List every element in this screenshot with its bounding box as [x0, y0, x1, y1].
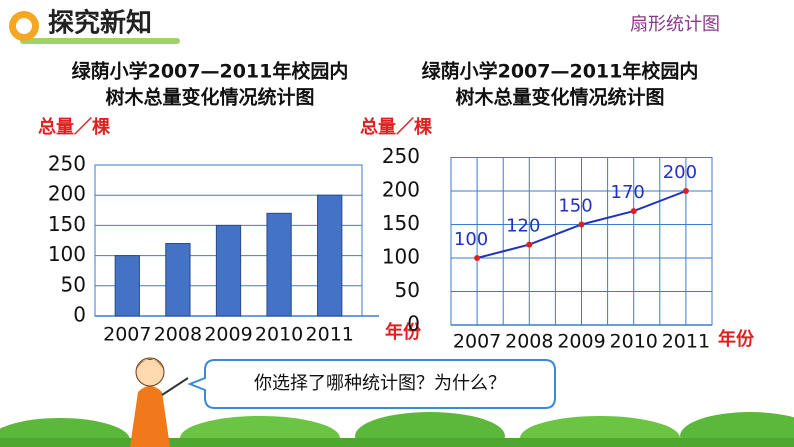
x-tick-label: 2011 [306, 324, 354, 346]
x-tick-label: 2008 [505, 331, 553, 353]
bar [266, 212, 292, 317]
value-label: 120 [506, 216, 540, 237]
x-tick-label: 2007 [103, 324, 151, 346]
teacher-body [130, 386, 170, 447]
y-tick-label: 150 [48, 212, 86, 236]
y-tick-label: 250 [382, 144, 420, 168]
chart-title: 绿荫小学2007—2011年校园内 [422, 60, 699, 83]
pointer-stick [161, 377, 189, 396]
y-tick-label: 100 [382, 245, 420, 269]
bubble-text: 你选择了哪种统计图？为什么？ [254, 373, 506, 394]
header-title: 探究新知 [48, 8, 152, 39]
point [578, 221, 585, 228]
y-tick-label: 0 [407, 312, 420, 336]
y-axis-label: 总量／棵 [360, 116, 432, 138]
x-tick-label: 2009 [557, 331, 605, 353]
x-tick-label: 2008 [154, 324, 202, 346]
chart-title: 树木总量变化情况统计图 [105, 86, 314, 109]
y-axis-label: 总量／棵 [38, 116, 110, 138]
ground [0, 438, 794, 447]
point [526, 241, 533, 248]
grass [0, 412, 794, 447]
y-tick-label: 150 [382, 211, 420, 235]
y-tick-label: 250 [48, 152, 86, 176]
teacher-head [135, 357, 165, 387]
teacher-hair [136, 359, 164, 370]
y-tick-label: 50 [61, 272, 86, 296]
point [630, 208, 637, 215]
teacher [130, 357, 189, 447]
header-link: 扇形统计图 [630, 14, 720, 35]
bar [114, 255, 140, 317]
x-tick-label: 2011 [662, 331, 710, 353]
y-tick-label: 0 [73, 303, 86, 327]
x-tick-label: 2007 [453, 331, 501, 353]
value-label: 100 [454, 229, 488, 250]
x-tick-label: 2010 [610, 331, 658, 353]
value-label: 150 [558, 196, 592, 217]
bar [317, 194, 343, 317]
x-axis-label: 年份 [718, 328, 755, 350]
y-tick-label: 200 [382, 178, 420, 202]
header-underline [20, 38, 180, 44]
point [682, 188, 689, 194]
y-tick-label: 200 [48, 182, 86, 206]
x-axis-label: 年份 [385, 321, 422, 343]
header-icon-inner [16, 18, 32, 34]
bar [215, 224, 242, 317]
x-tick-label: 2010 [255, 324, 303, 346]
bar [165, 243, 191, 317]
value-label: 170 [611, 182, 645, 203]
y-tick-label: 100 [48, 242, 86, 266]
chart-title: 树木总量变化情况统计图 [455, 86, 664, 109]
speech-bubble: 你选择了哪种统计图？为什么？ [187, 359, 556, 409]
y-tick-label: 50 [395, 278, 420, 302]
x-tick-label: 2009 [204, 324, 252, 346]
value-label: 200 [663, 162, 697, 183]
point [474, 255, 481, 261]
chart-title: 绿荫小学2007—2011年校园内 [72, 60, 349, 83]
bubble-shape [187, 359, 556, 409]
